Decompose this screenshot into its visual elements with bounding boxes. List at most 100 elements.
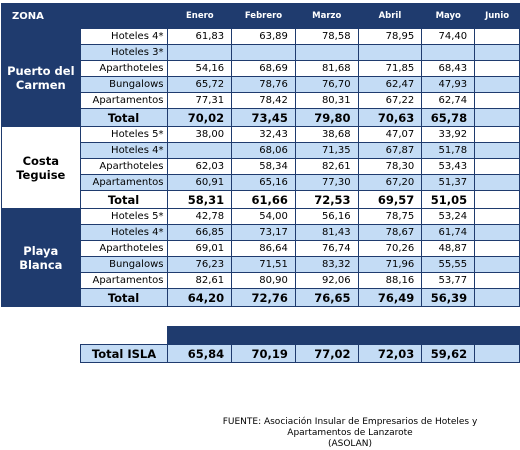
total-value: 73,45 [231,108,296,127]
blank-cell [2,327,168,345]
value-cell [474,158,520,175]
value-cell [474,174,520,191]
total-value: 76,65 [294,288,359,307]
category-label: Aparthoteles [79,60,169,77]
month-header: Junio [474,3,520,29]
table-row: Bungalows 65,72 78,76 76,70 62,47 47,93 [2,76,520,93]
value-cell: 32,43 [231,126,296,143]
value-cell: 66,85 [167,224,233,241]
total-row: Total 64,20 72,76 76,65 76,49 56,39 [2,288,520,307]
table-row: Costa Teguise Hoteles 5* 38,00 32,43 38,68 47,… [1,126,520,209]
total-value: 64,20 [167,288,233,307]
zone-name-line: Blanca [19,257,63,272]
value-cell [167,44,233,61]
table-row: Apartamentos 82,61 80,90 92,06 88,16 53,77 [2,272,520,289]
value-cell: 69,01 [167,240,233,257]
table-row: Apartamentos 60,91 65,16 77,30 67,20 51,37 [2,174,520,191]
value-cell: 53,24 [421,208,476,225]
value-cell: 83,32 [294,256,359,273]
value-cell [474,126,520,143]
value-cell [474,272,520,289]
total-value: 79,80 [294,108,359,127]
value-cell: 62,74 [421,92,476,109]
value-cell: 71,51 [231,256,296,273]
value-cell: 78,58 [294,28,359,45]
value-cell [474,208,520,225]
value-cell: 92,06 [294,272,359,289]
table-row: Puerto del Carmen Hoteles 4* 61,83 63,89 78,5… [1,28,520,127]
value-cell: 78,76 [231,76,296,93]
value-cell [167,142,233,159]
value-cell: 53,77 [421,272,476,289]
value-cell: 38,68 [294,126,359,143]
zone-name: Puerto del Carmen [1,28,81,127]
total-value: 72,76 [231,288,296,307]
value-cell: 76,23 [167,256,233,273]
table-row: Hoteles 3* [2,44,520,61]
value-cell: 81,68 [294,60,359,77]
isla-value: 72,03 [357,344,423,363]
table-row: Playa Blanca Hoteles 5* 42,78 54,00 56,16 78,7… [1,208,520,307]
value-cell: 80,90 [231,272,296,289]
zone-name: Playa Blanca [1,208,81,307]
total-value: 70,63 [357,108,423,127]
category-label: Hoteles 3* [79,44,169,61]
value-cell: 47,07 [357,126,423,143]
total-label: Total [79,190,169,209]
isla-total-row: Total ISLA 65,84 70,19 77,02 72,03 59,62 [2,344,520,363]
category-label: Apartamentos [79,92,169,109]
isla-spacer [2,345,81,363]
value-cell [474,256,520,273]
table-row: Aparthoteles 62,03 58,34 82,61 78,30 53,43 [2,158,520,175]
value-cell [474,92,520,109]
category-label: Hoteles 4* [79,142,169,159]
value-cell: 67,20 [357,174,423,191]
value-cell: 81,43 [294,224,359,241]
value-cell: 65,72 [167,76,233,93]
header-row: ZONA Enero Febrero Marzo Abril Mayo Junio [0,3,520,29]
category-label: Aparthoteles [79,240,169,257]
value-cell: 60,91 [167,174,233,191]
category-label: Hoteles 4* [79,28,169,45]
value-cell: 82,61 [294,158,359,175]
value-cell [474,142,520,159]
value-cell: 65,16 [231,174,296,191]
table-row: Bungalows 76,23 71,51 83,32 71,96 55,55 [2,256,520,273]
value-cell: 67,87 [357,142,423,159]
category-label: Hoteles 5* [79,126,169,143]
spacer [2,307,520,327]
source-line-1: FUENTE: Asociación Insular de Empresario… [222,417,478,438]
month-header: Febrero [231,3,296,29]
value-cell: 78,75 [357,208,423,225]
value-cell: 78,95 [357,28,423,45]
total-value [474,190,520,209]
value-cell: 61,74 [421,224,476,241]
total-value: 51,05 [421,190,476,209]
value-cell: 71,85 [357,60,423,77]
month-header: Marzo [294,3,359,29]
value-cell [474,224,520,241]
isla-value: 70,19 [231,344,296,363]
isla-label: Total ISLA [79,344,169,363]
total-value: 69,57 [357,190,423,209]
value-cell: 58,34 [231,158,296,175]
blank-navy-cell [231,326,296,345]
value-cell: 77,30 [294,174,359,191]
zone-name-line: Teguise [16,167,66,182]
total-value [474,108,520,127]
value-cell: 78,67 [357,224,423,241]
value-cell: 62,47 [357,76,423,93]
value-cell: 78,42 [231,92,296,109]
total-label: Total [79,288,169,307]
total-value: 70,02 [167,108,233,127]
spacer-row [2,307,520,327]
isla-value: 59,62 [421,344,476,363]
value-cell: 82,61 [167,272,233,289]
value-cell: 42,78 [167,208,233,225]
value-cell: 51,37 [421,174,476,191]
isla-value [474,344,520,363]
total-value [474,288,520,307]
zone-name-line: Puerto del [7,63,75,78]
value-cell: 74,40 [421,28,476,45]
total-row: Total 70,02 73,45 79,80 70,63 65,78 [2,108,520,127]
